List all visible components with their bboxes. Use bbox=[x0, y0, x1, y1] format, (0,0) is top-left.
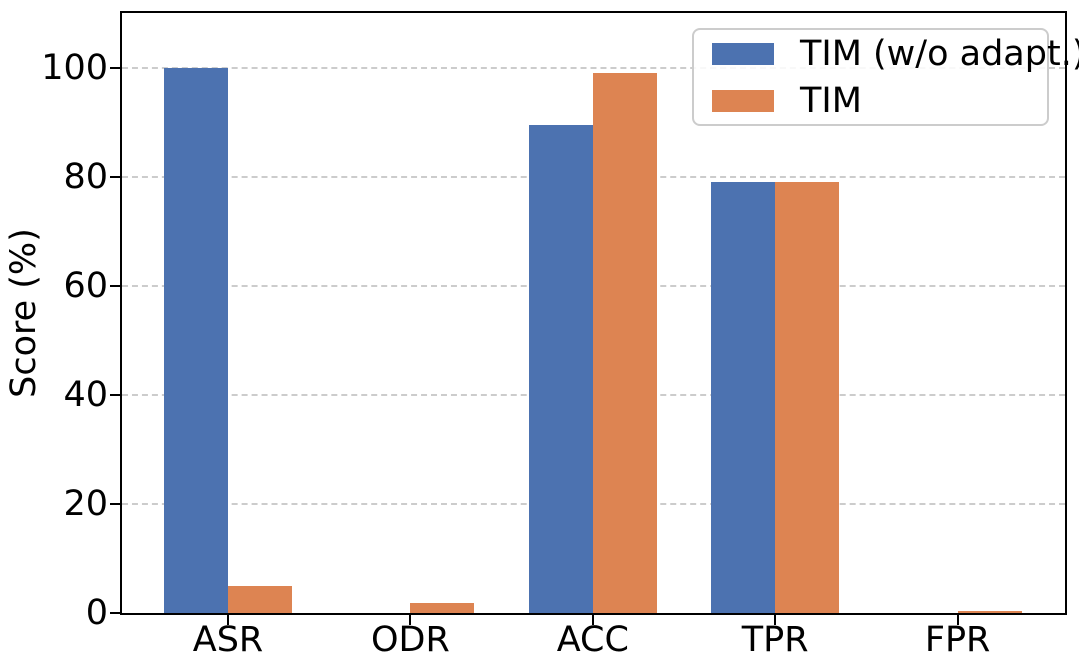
x-tick-label-asr: ASR bbox=[192, 620, 264, 660]
legend: TIM (w/o adapt.) TIM bbox=[692, 28, 1079, 126]
bar-tim-w-o-adapt--acc bbox=[528, 125, 593, 613]
x-tick-label-acc: ACC bbox=[556, 620, 629, 660]
y-tick-label: 60 bbox=[63, 265, 108, 306]
bar-tim-tpr bbox=[775, 182, 840, 613]
y-tick-mark bbox=[110, 612, 120, 614]
legend-swatch-orange bbox=[712, 89, 774, 112]
x-tick-mark bbox=[774, 615, 777, 625]
bar-tim-fpr bbox=[957, 611, 1022, 613]
y-tick-label: 80 bbox=[63, 156, 108, 197]
x-tick-mark bbox=[409, 615, 412, 625]
legend-swatch-blue bbox=[712, 42, 774, 65]
x-tick-mark bbox=[956, 615, 959, 625]
y-axis-label: Score (%) bbox=[4, 228, 44, 398]
bar-tim-w-o-adapt--asr bbox=[164, 68, 228, 613]
bar-tim-asr bbox=[228, 586, 292, 613]
y-tick-label: 20 bbox=[63, 483, 108, 524]
legend-label: TIM bbox=[800, 80, 862, 121]
y-tick-label: 40 bbox=[63, 374, 108, 415]
y-tick-mark bbox=[110, 66, 120, 69]
y-tick-mark bbox=[110, 502, 120, 505]
y-tick-label: 100 bbox=[41, 47, 108, 88]
x-tick-mark bbox=[227, 615, 229, 625]
x-tick-label-odr: ODR bbox=[370, 620, 450, 660]
y-tick-label: 0 bbox=[85, 593, 108, 633]
x-tick-label-tpr: TPR bbox=[741, 620, 809, 660]
gridline bbox=[122, 66, 1065, 69]
y-tick-mark bbox=[110, 175, 120, 178]
bar-tim-acc bbox=[592, 73, 657, 613]
bar-tim-odr bbox=[410, 603, 475, 613]
x-tick-label-fpr: FPR bbox=[924, 620, 991, 660]
y-tick-mark bbox=[110, 284, 120, 287]
legend-item: TIM bbox=[694, 82, 1047, 120]
x-tick-mark bbox=[591, 615, 594, 625]
bar-tim-w-o-adapt--tpr bbox=[711, 182, 776, 613]
legend-item: TIM (w/o adapt.) bbox=[694, 35, 1079, 73]
legend-label: TIM (w/o adapt.) bbox=[800, 33, 1079, 74]
y-tick-mark bbox=[110, 393, 120, 396]
